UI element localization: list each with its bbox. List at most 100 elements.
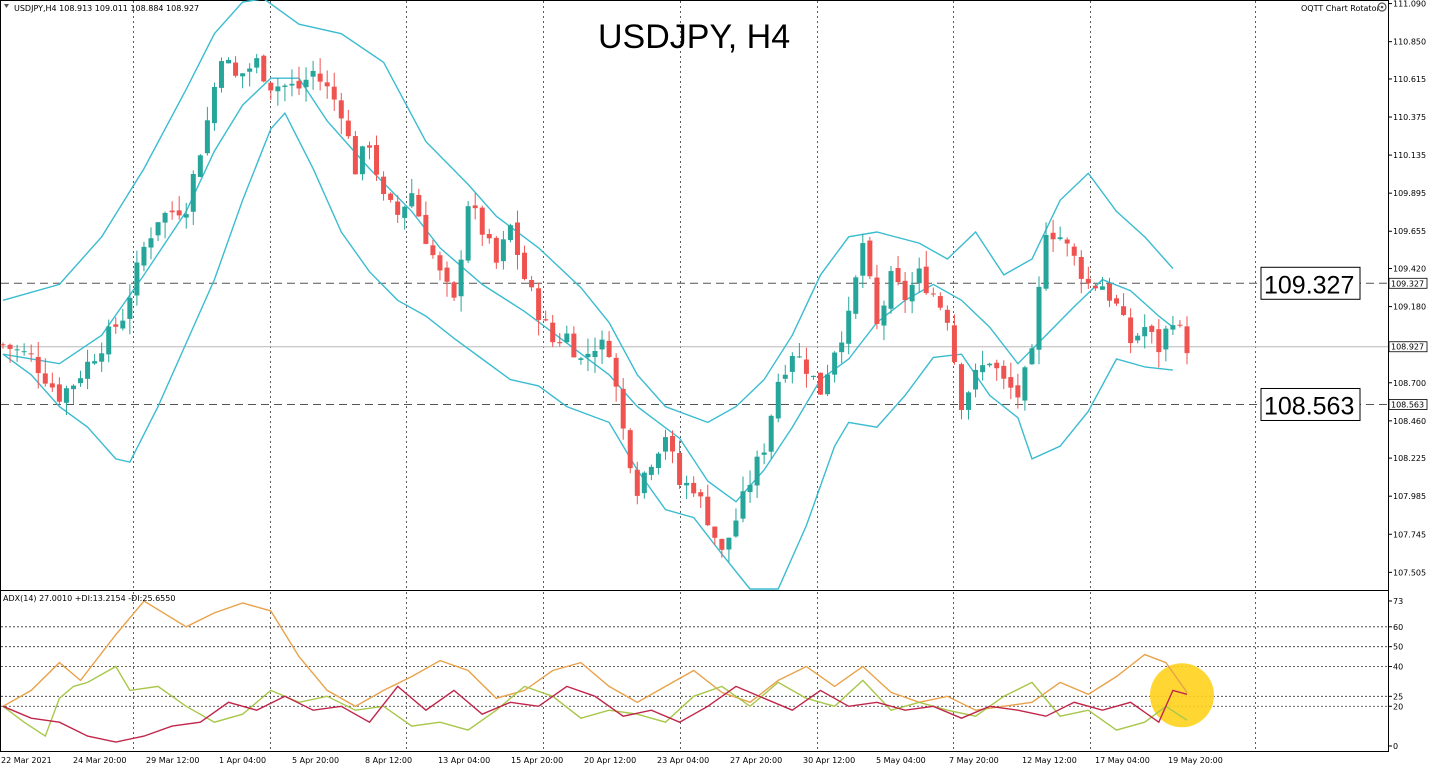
ind-y-tick-label: 60 (1393, 623, 1403, 632)
price-tag (1388, 341, 1428, 353)
y-tick-label: 108.700 (1393, 379, 1426, 388)
candle-body (1099, 286, 1105, 290)
y-tick-label: 111.090 (1393, 0, 1426, 9)
candle-body (944, 309, 950, 323)
candle-body (1036, 286, 1042, 350)
candle-body (599, 339, 605, 350)
candle-body (240, 73, 246, 77)
price-tag (1388, 399, 1428, 410)
candle-body (113, 324, 119, 327)
candle-body (571, 333, 577, 358)
candle-body (247, 68, 253, 72)
candle-body (726, 537, 732, 550)
candle-body (803, 359, 809, 374)
level-label-box (1260, 387, 1361, 421)
y-tick-label: 109.655 (1393, 227, 1426, 236)
candle-body (275, 86, 281, 92)
candle-body (233, 62, 239, 76)
candle-body (1163, 328, 1169, 350)
chart-rotator-label[interactable]: OQTT Chart Rotator (1301, 4, 1380, 13)
candle-body (902, 280, 908, 301)
candle-body (458, 259, 464, 297)
candle-body (550, 322, 556, 343)
candle-body (1135, 335, 1141, 341)
y-tick-label: 110.615 (1393, 75, 1426, 84)
candle-body (987, 363, 993, 366)
candle-body (437, 255, 443, 271)
candle-body (381, 176, 387, 195)
adx-pane[interactable] (1, 600, 1388, 743)
price-tag (1388, 277, 1428, 289)
price-pane[interactable]: 109.327 108.563 (0, 0, 1389, 590)
x-tick-label: 5 May 04:00 (876, 756, 926, 765)
candle-body (92, 361, 98, 364)
candle-body (359, 146, 365, 175)
y-tick-label: 107.985 (1393, 492, 1426, 501)
candle-body (1128, 317, 1134, 344)
candle-body (1106, 283, 1112, 301)
candle-body (930, 293, 936, 295)
candle-body (352, 136, 358, 175)
ind-y-tick-label: 40 (1393, 663, 1403, 672)
candle-body (7, 344, 13, 349)
candle-body (1022, 367, 1028, 401)
candle-body (35, 356, 41, 374)
candle-body (416, 194, 422, 217)
candle-body (888, 271, 894, 309)
candle-body (366, 145, 372, 148)
candle-body (268, 82, 274, 91)
level-label: 108.563 (1264, 392, 1354, 420)
candle-body (176, 210, 182, 216)
candle-body (613, 357, 619, 387)
candle-body (740, 491, 746, 519)
candle-body (226, 59, 232, 64)
bollinger-upper-band (2, 0, 1174, 424)
candle-body (578, 358, 584, 360)
candle-body (444, 267, 450, 282)
candle-body (183, 214, 189, 218)
level-label-box (1260, 266, 1361, 300)
adx-line (2, 600, 1188, 711)
grid (133, 1, 1256, 751)
candle-body (754, 456, 760, 486)
x-tick-label: 29 Mar 12:00 (146, 756, 199, 765)
candle-body (479, 207, 485, 235)
candle-body (775, 381, 781, 419)
ind-y-tick-label: 50 (1393, 643, 1403, 652)
candle-body (620, 388, 626, 429)
candle-body (218, 61, 224, 88)
x-tick-label: 5 Apr 20:00 (292, 756, 339, 765)
chart-frame (0, 0, 1389, 752)
y-tick-label: 107.745 (1393, 530, 1426, 539)
candle-body (395, 201, 401, 215)
y-tick-label: 110.375 (1393, 113, 1426, 122)
candle-body (796, 356, 802, 358)
chevron-down-icon[interactable] (4, 4, 9, 8)
x-tick-label: 17 May 04:00 (1095, 756, 1150, 765)
candle-body (867, 240, 873, 277)
candle-body (1057, 237, 1063, 240)
ind-y-tick-label: 20 (1393, 702, 1403, 711)
y-tick-label: 109.895 (1393, 189, 1426, 198)
candle-body (733, 520, 739, 537)
candle-body (712, 526, 718, 538)
bollinger-middle-band (2, 77, 1174, 503)
candle-body (684, 482, 690, 486)
ind-y-tick-label: 0 (1393, 742, 1398, 751)
candle-body (825, 374, 831, 395)
candle-body (338, 100, 344, 119)
candle-body (818, 372, 824, 395)
x-tick-label: 1 Apr 04:00 (219, 756, 266, 765)
candle-body (56, 384, 62, 402)
candle-body (1177, 324, 1183, 326)
x-tick-label: 13 Apr 04:00 (438, 756, 490, 765)
candle-body (670, 436, 676, 452)
gear-icon[interactable] (1377, 2, 1387, 12)
candle-body (1015, 385, 1021, 398)
candle-body (500, 239, 506, 262)
candle-body (923, 266, 929, 294)
y-tick-label: 108.460 (1393, 417, 1426, 426)
candle-body (1008, 377, 1014, 388)
candle-body (1114, 298, 1120, 304)
